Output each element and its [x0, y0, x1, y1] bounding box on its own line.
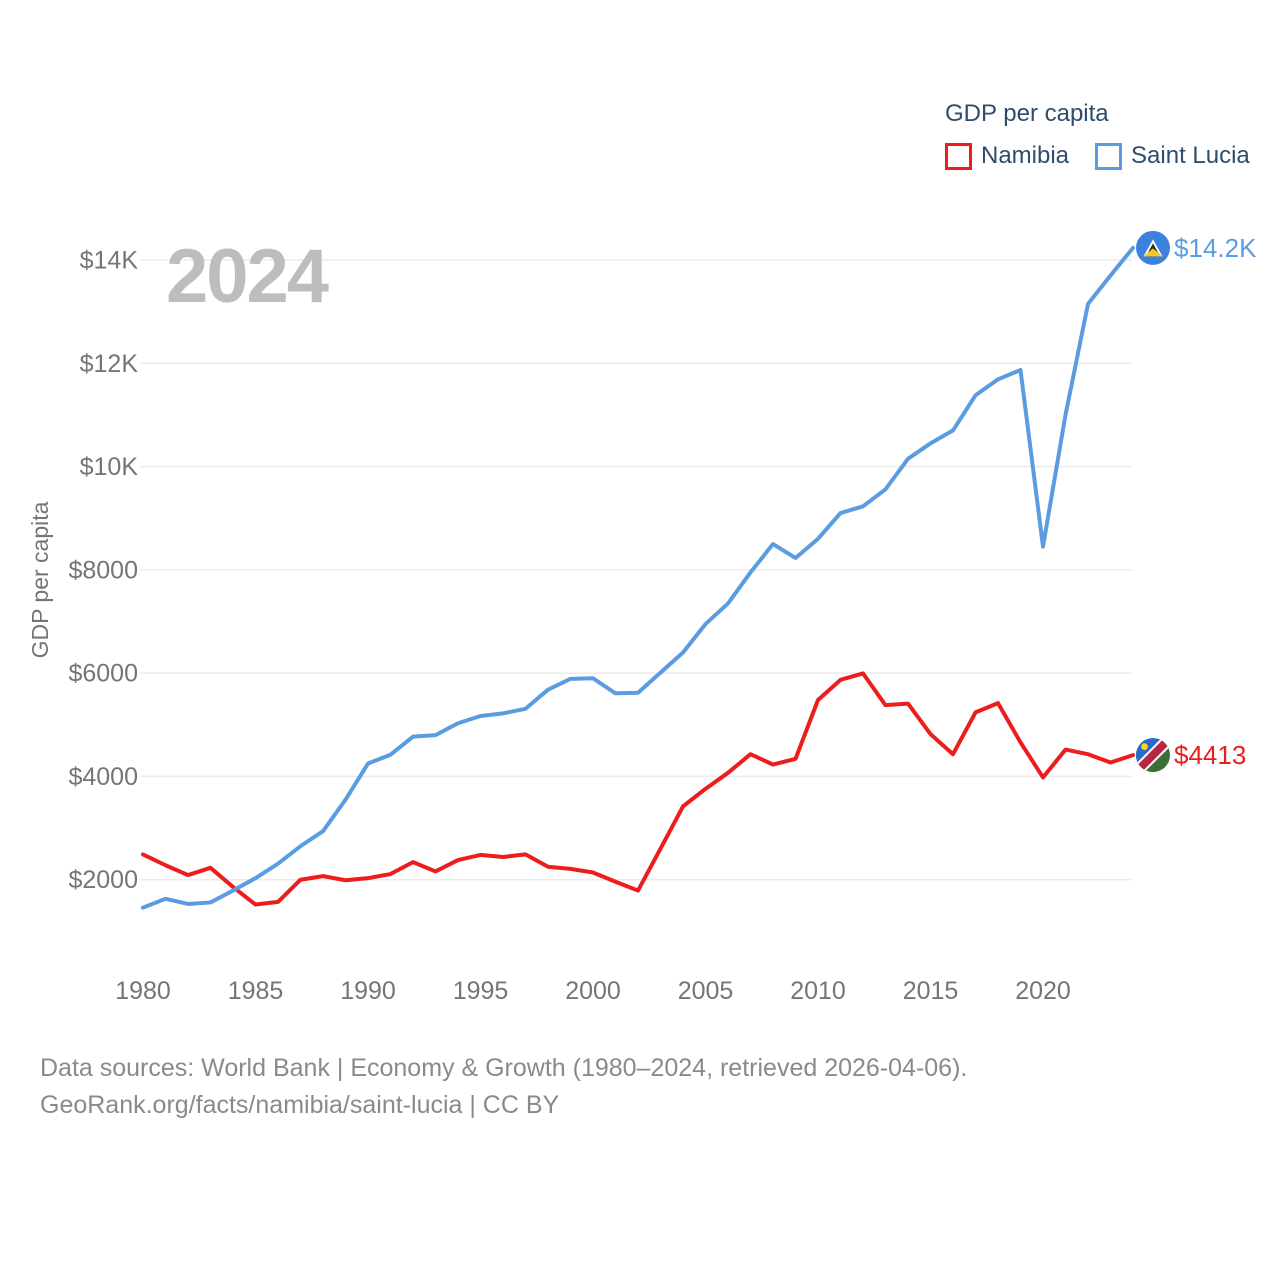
- footer: Data sources: World Bank | Economy & Gro…: [40, 1050, 967, 1124]
- series-endpoints: $4413 $14.2K: [1133, 230, 1257, 775]
- series-line-saint-lucia[interactable]: [141, 245, 1135, 910]
- legend-title: GDP per capita: [945, 100, 1109, 127]
- saint-lucia-swatch-icon: [1095, 142, 1123, 170]
- x-tick-label: 1995: [453, 977, 509, 1005]
- x-tick-label: 2005: [678, 977, 734, 1005]
- footer-source-line: Data sources: World Bank | Economy & Gro…: [40, 1054, 968, 1082]
- y-tick-label: $6000: [68, 660, 138, 688]
- y-tick-label: $10K: [80, 453, 139, 481]
- x-axis-tick-labels: 1980 1985 1990 1995 2000 2005 2010 2015 2020: [115, 977, 1071, 1005]
- saint-lucia-flag-icon: [1136, 230, 1170, 265]
- y-tick-label: $4000: [68, 763, 138, 791]
- year-watermark: 2024: [166, 234, 329, 319]
- x-tick-label: 2015: [903, 977, 959, 1005]
- x-tick-label: 2000: [565, 977, 621, 1005]
- y-tick-label: $14K: [80, 247, 139, 275]
- legend-label-saint-lucia: Saint Lucia: [1131, 142, 1250, 169]
- footer-attribution-line: GeoRank.org/facts/namibia/saint-lucia | …: [40, 1091, 560, 1119]
- x-tick-label: 1985: [228, 977, 284, 1005]
- legend-items: Namibia Saint Lucia: [945, 142, 1250, 170]
- end-value-label-namibia: $4413: [1174, 740, 1246, 770]
- legend-item-saint-lucia[interactable]: Saint Lucia: [1095, 142, 1250, 170]
- namibia-swatch-icon: [945, 142, 972, 170]
- gridlines: [140, 259, 1131, 881]
- legend-item-namibia[interactable]: Namibia: [945, 142, 1069, 170]
- y-tick-label: $12K: [80, 350, 139, 378]
- x-tick-label: 2020: [1015, 977, 1071, 1005]
- series-line-namibia[interactable]: [141, 671, 1135, 907]
- x-tick-label: 1980: [115, 977, 171, 1005]
- end-value-label-saint-lucia: $14.2K: [1174, 233, 1257, 263]
- x-tick-label: 1990: [340, 977, 396, 1005]
- legend: GDP per capita Namibia Saint Lucia: [945, 100, 1250, 170]
- namibia-flag-icon: [1133, 735, 1173, 775]
- y-tick-label: $2000: [68, 866, 138, 894]
- x-tick-label: 2010: [790, 977, 846, 1005]
- gdp-line-chart: 2024 $2000 $4000 $6000 $8000 $10K $12K $14K 19…: [27, 230, 1257, 1005]
- y-axis-tick-labels: $2000 $4000 $6000 $8000 $10K $12K $14K: [68, 247, 138, 895]
- series-lines: [141, 245, 1135, 910]
- y-axis-title: GDP per capita: [27, 501, 53, 658]
- legend-label-namibia: Namibia: [981, 142, 1070, 169]
- y-tick-label: $8000: [68, 556, 138, 584]
